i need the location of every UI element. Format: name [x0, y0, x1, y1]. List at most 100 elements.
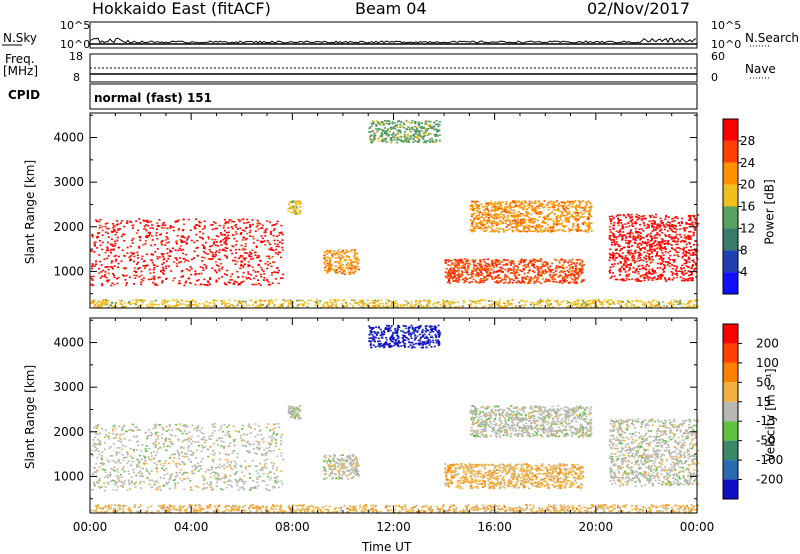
echo-cell — [507, 302, 509, 304]
echo-cell — [152, 254, 154, 256]
echo-cell — [424, 123, 427, 125]
echo-cell — [564, 273, 567, 276]
echo-cell — [556, 216, 559, 219]
echo-cell — [559, 216, 562, 219]
echo-cell — [670, 302, 673, 305]
echo-cell — [479, 221, 482, 224]
echo-cell — [646, 234, 649, 237]
echo-cell — [241, 229, 244, 231]
echo-cell — [583, 306, 585, 309]
echo-cell — [516, 277, 519, 280]
echo-cell — [659, 247, 662, 249]
echo-cell — [472, 261, 475, 263]
echo-cell — [659, 278, 662, 280]
echo-cell — [490, 223, 493, 225]
echo-cell — [237, 302, 240, 305]
echo-cell — [165, 265, 168, 267]
echo-cell — [148, 303, 151, 305]
echo-cell — [126, 246, 129, 249]
echo-cell — [674, 225, 677, 228]
echo-cell — [282, 299, 285, 301]
echo-cell — [326, 301, 329, 304]
echo-cell — [667, 251, 670, 254]
echo-cell — [537, 276, 540, 279]
echo-cell — [488, 274, 491, 276]
echo-cell — [151, 239, 154, 241]
echo-cell — [497, 231, 500, 233]
echo-cell — [244, 444, 247, 447]
echo-cell — [178, 257, 181, 259]
echo-cell — [574, 278, 577, 281]
echo-cell — [497, 216, 500, 218]
echo-cell — [224, 273, 226, 275]
echo-cell — [480, 271, 483, 273]
echo-cell — [641, 236, 644, 239]
echo-cell — [267, 241, 270, 244]
echo-cell — [676, 217, 679, 220]
echo-cell — [576, 262, 578, 264]
echo-cell — [101, 284, 104, 287]
echo-cell — [526, 212, 529, 215]
echo-cell — [156, 225, 159, 228]
echo-cell — [558, 271, 561, 274]
echo-cell — [537, 200, 540, 202]
echo-cell — [406, 134, 409, 137]
echo-cell — [547, 202, 549, 204]
echo-cell — [652, 226, 655, 228]
echo-cell — [123, 302, 126, 304]
echo-cell — [629, 231, 632, 233]
echo-cell — [160, 253, 163, 255]
echo-cell — [473, 265, 476, 267]
echo-cell — [382, 137, 385, 140]
echo-cell — [179, 282, 182, 285]
echo-cell — [237, 218, 240, 221]
echo-cell — [566, 269, 569, 272]
echo-cell — [656, 262, 659, 265]
echo-cell — [314, 304, 317, 307]
echo-cell — [101, 248, 104, 251]
echo-cell — [673, 217, 676, 219]
echo-cell — [636, 246, 639, 248]
echo-cell — [390, 304, 393, 306]
echo-cell — [347, 268, 350, 271]
echo-cell — [381, 138, 384, 141]
echo-cell — [162, 273, 165, 275]
echo-cell — [338, 271, 341, 273]
echo-cell — [167, 241, 170, 244]
echo-cell — [140, 450, 143, 452]
echo-cell — [585, 304, 587, 307]
echo-cell — [651, 268, 654, 270]
echo-cell — [643, 251, 646, 254]
echo-cell — [537, 212, 539, 215]
echo-cell — [426, 123, 429, 126]
echo-cell — [444, 259, 447, 262]
echo-cell — [615, 230, 618, 232]
echo-cell — [649, 216, 652, 219]
echo-cell — [132, 227, 134, 229]
echo-cell — [425, 299, 428, 302]
echo-cell — [90, 278, 93, 280]
echo-cell — [486, 219, 489, 221]
echo-cell — [577, 204, 580, 207]
echo-cell — [323, 251, 326, 253]
echo-cell — [287, 210, 290, 212]
echo-cell — [504, 220, 507, 222]
echo-cell — [493, 271, 496, 273]
echo-cell — [652, 299, 655, 301]
echo-cell — [204, 283, 207, 286]
echo-cell — [396, 129, 399, 132]
echo-cell — [509, 205, 512, 207]
echo-cell — [623, 268, 626, 271]
echo-cell — [317, 303, 320, 305]
echo-cell — [619, 255, 621, 258]
echo-cell — [650, 273, 653, 275]
echo-cell — [274, 439, 277, 441]
echo-cell — [341, 303, 344, 305]
echo-cell — [98, 224, 101, 227]
echo-cell — [570, 302, 573, 305]
echo-cell — [379, 135, 382, 138]
echo-cell — [472, 208, 475, 210]
echo-cell — [514, 204, 517, 207]
echo-cell — [678, 301, 681, 303]
echo-cell — [425, 128, 428, 130]
